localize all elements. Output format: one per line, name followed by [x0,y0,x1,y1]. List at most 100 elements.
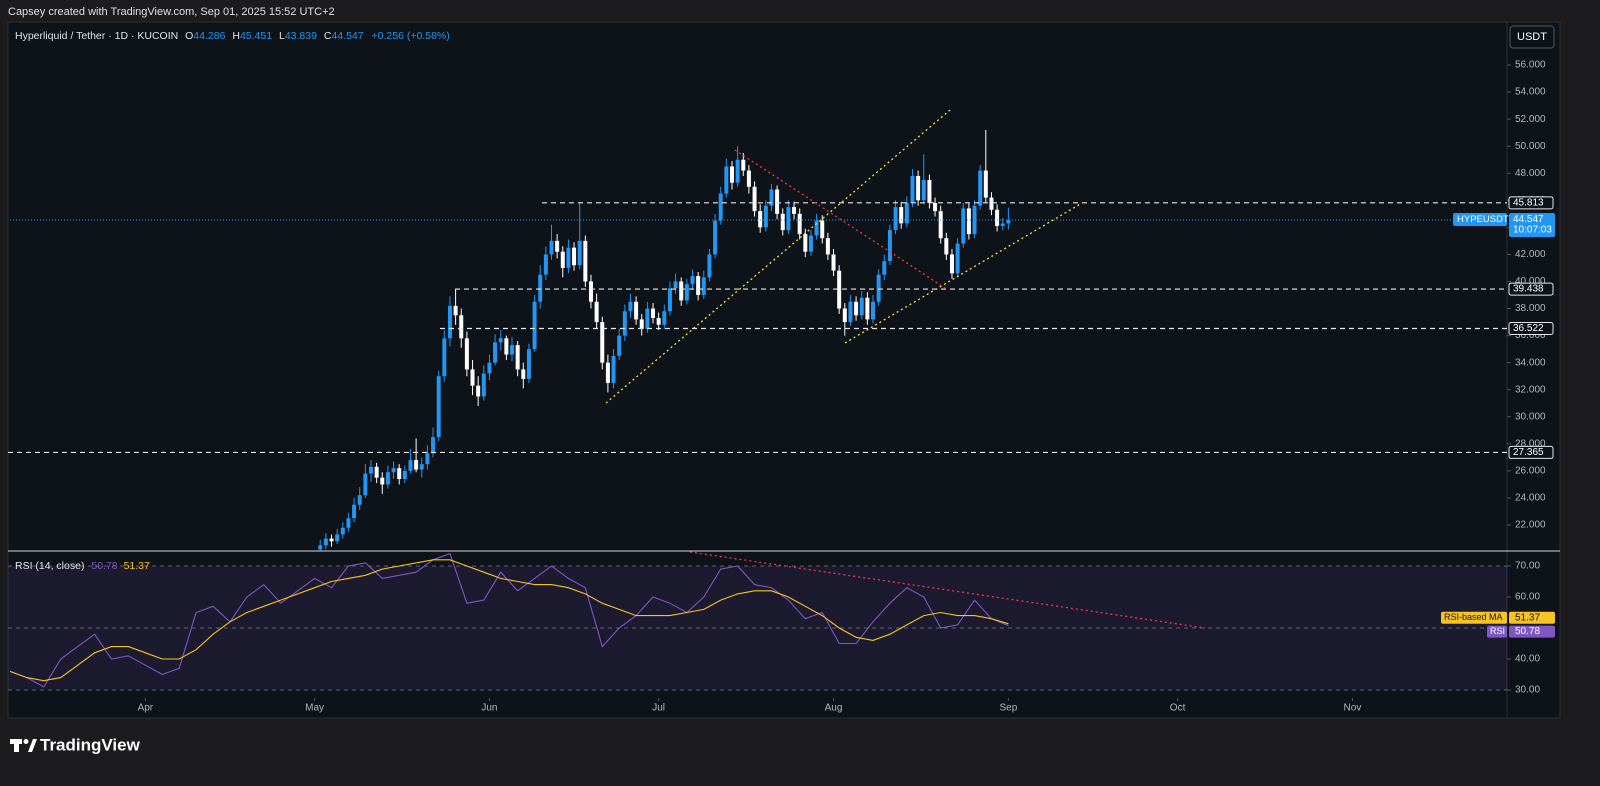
level-label: 36.522 [1513,323,1544,334]
y-tick-label: 48.000 [1515,168,1546,179]
candle-body [713,220,718,255]
y-tick-label: 40.00 [1515,654,1540,665]
candle-body [927,180,932,204]
candle-body [786,207,791,231]
candle-body [690,276,695,285]
candle-body [335,534,340,542]
candle-body [718,193,723,221]
candle-body [588,281,593,302]
candle-body [775,189,780,214]
y-tick-label: 30.000 [1515,411,1546,422]
y-tick-label: 60.00 [1515,592,1540,603]
y-tick-label: 40.000 [1515,276,1546,287]
candle-body [696,276,701,296]
candle-body [679,281,684,301]
candle-body [966,208,971,235]
currency[interactable]: USDT [1517,31,1547,43]
candle-body [402,470,407,480]
candle-body [820,220,825,239]
candle-body [887,230,892,262]
series-value-label: 51.37 [1515,612,1540,623]
legend-key: C [324,30,332,42]
candle-body [995,209,1000,227]
rsi-title: RSI (14, close) [15,560,84,572]
rsi-trendline [689,551,1206,629]
credit: Capsey created with TradingView.com, Sep… [8,6,335,18]
candle-body [628,301,633,312]
candle-body [792,207,797,214]
candle-body [961,208,966,244]
candle-body [481,373,486,397]
x-tick-label: Aug [825,703,843,714]
candle-body [944,238,949,255]
candle-body [955,243,960,274]
candle-body [538,274,543,302]
series-badge [1487,625,1507,638]
candle-body [978,170,983,206]
x-tick-label: May [305,703,324,714]
candle-body [453,305,458,316]
candle-body [436,376,441,438]
candle-body [594,301,599,323]
chart-frame [7,21,1561,719]
candle-body [729,166,734,183]
y-tick-label: 50.000 [1515,141,1546,152]
rsi-pane [8,552,1507,691]
y-tick-label: 24.000 [1515,493,1546,504]
candle-body [865,297,870,320]
candle-body [634,301,639,320]
logo: TradingView [10,735,141,754]
logo-text: TradingView [40,735,141,754]
legend-value: 44.547 [331,30,363,42]
candle-body [391,468,396,473]
drawings [605,109,1206,629]
candle-body [724,166,729,194]
currency-button[interactable] [1509,25,1555,49]
logo-icon [14,739,19,752]
candle-body [797,213,802,235]
candle-body [701,277,706,296]
level-label: 27.365 [1513,447,1544,458]
candle-body [352,504,357,519]
candle-body [549,240,554,255]
candle-body [470,369,475,386]
trendline [844,202,1083,344]
series-badge-label: RSI-based MA [1444,612,1503,622]
candle-body [949,254,954,274]
candle-body [566,247,571,268]
symbol: Hyperliquid / Tether · 1D · KUCOIN [15,30,178,42]
candle-body [385,472,390,485]
candle-body [707,254,712,278]
y-tick-label: 54.000 [1515,87,1546,98]
candle-body [442,338,447,377]
y-tick-label: 30.00 [1515,685,1540,696]
y-tick-label: 22.000 [1515,520,1546,531]
candle-body [487,362,492,374]
candle-body [859,297,864,316]
rsi-legend: RSI (14, close) 50.78 51.37 [15,560,150,572]
candle-body [521,369,526,379]
candle-body [656,318,661,325]
y-tick-label: 32.000 [1515,384,1546,395]
x-tick-label: Jun [481,703,497,714]
x-tick-label: Nov [1344,703,1362,714]
candle-body [916,175,921,201]
y-tick-label: 26.000 [1515,466,1546,477]
candle-body [837,270,842,309]
candle-body [645,308,650,329]
candle-body [899,207,904,224]
candle-body [526,349,531,379]
candle-body [510,345,515,355]
candle-body [346,518,351,528]
candle-body [617,335,622,356]
rsi-line [9,559,1009,682]
candle-body [921,180,926,201]
y-tick-label: 34.000 [1515,357,1546,368]
legend-key: O [185,30,193,42]
price-pane [8,129,1507,551]
candle-body [622,311,627,336]
candle-body [543,254,548,275]
candle-body [600,322,605,363]
y-tick-label: 36.000 [1515,330,1546,341]
